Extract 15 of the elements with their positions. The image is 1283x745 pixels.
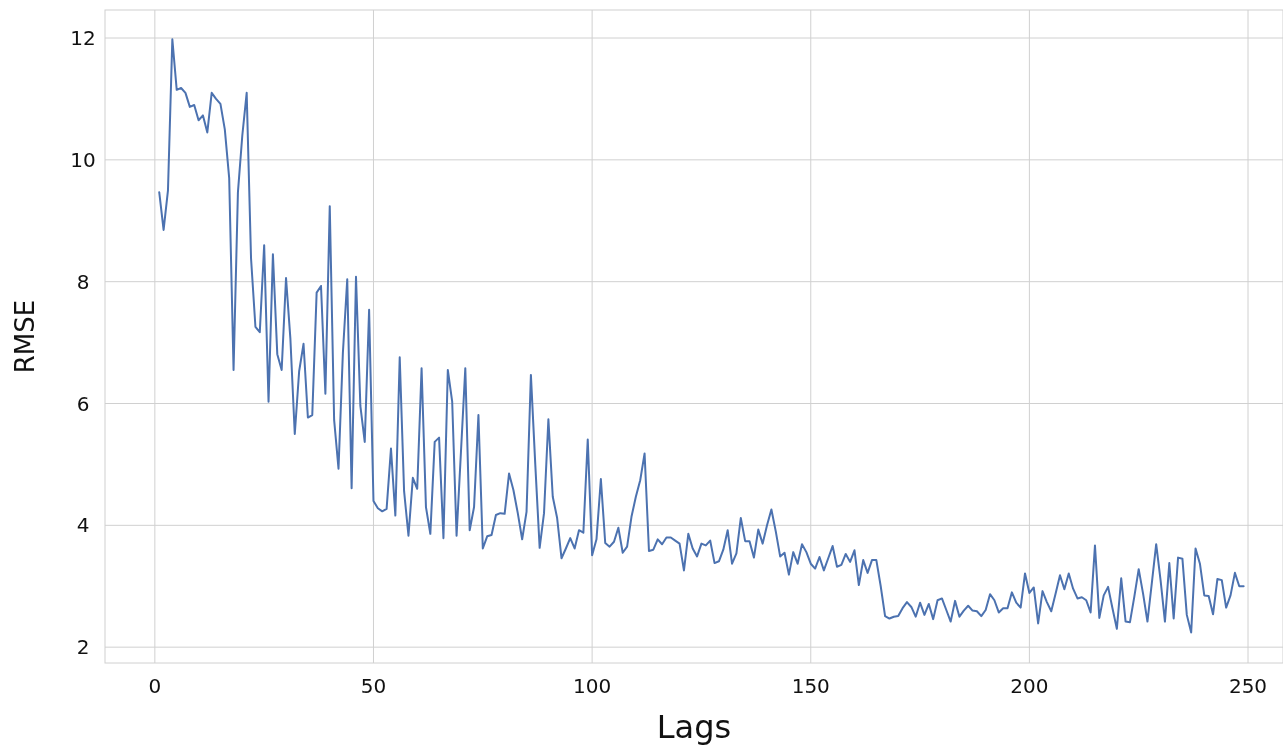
x-tick-label: 150 <box>791 674 830 698</box>
x-tick-label: 50 <box>360 674 387 698</box>
x-tick-label: 0 <box>148 674 162 698</box>
y-tick-label: 4 <box>76 513 90 538</box>
x-tick-label: 250 <box>1228 674 1268 698</box>
y-tick-label: 2 <box>76 635 90 660</box>
x-axis-title: Lags <box>656 708 732 745</box>
y-tick-label: 12 <box>70 26 96 51</box>
x-tick-label: 200 <box>1010 674 1049 698</box>
x-tick-label: 100 <box>573 674 612 698</box>
y-tick-label: 8 <box>76 269 90 294</box>
y-axis-title: RMSE <box>10 299 40 374</box>
y-tick-label: 10 <box>70 147 96 172</box>
y-tick-label: 6 <box>76 391 90 416</box>
line-series <box>158 38 1245 634</box>
